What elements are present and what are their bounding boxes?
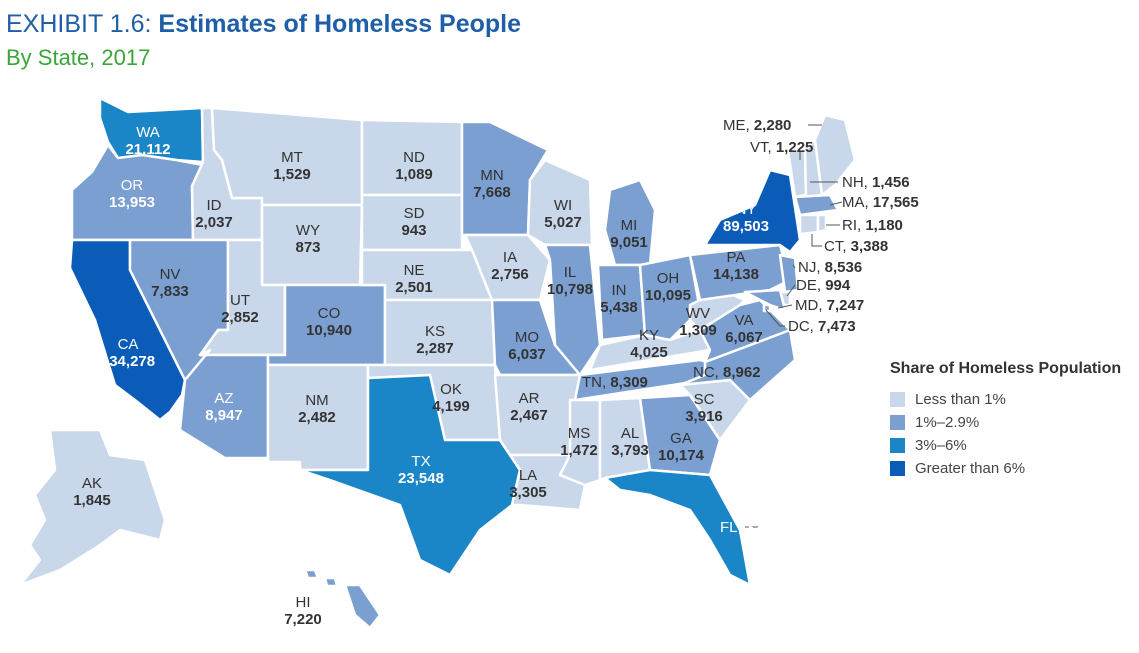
state-label-ut: UT 2,852 bbox=[221, 292, 259, 326]
exhibit-heading: Estimates of Homeless People bbox=[158, 10, 522, 38]
leader-nj bbox=[792, 264, 796, 269]
legend-item: Less than 1% bbox=[890, 388, 1121, 411]
legend-item: Greater than 6% bbox=[890, 457, 1121, 480]
state-oh bbox=[638, 253, 702, 342]
state-label-az: AZ 8,947 bbox=[205, 390, 243, 424]
state-label-wi: WI 5,027 bbox=[544, 197, 582, 231]
state-label-ia: IA 2,756 bbox=[491, 249, 529, 283]
state-label-ri: RI, 1,180 bbox=[842, 217, 903, 234]
state-label-dc: DC, 7,473 bbox=[788, 318, 856, 335]
state-label-al: AL 3,793 bbox=[611, 425, 649, 459]
leader-de bbox=[786, 284, 796, 297]
state-md bbox=[743, 288, 787, 312]
leader-md bbox=[777, 304, 793, 309]
state-label-co: CO 10,940 bbox=[306, 305, 352, 339]
state-label-ms: MS 1,472 bbox=[560, 425, 598, 459]
state-label-sd: SD 943 bbox=[401, 205, 426, 239]
state-label-ga: GA 10,174 bbox=[658, 430, 705, 464]
state-label-ky: KY 4,025 bbox=[630, 327, 668, 361]
legend-item: 1%–2.9% bbox=[890, 411, 1121, 434]
state-label-ny: NY 89,503 bbox=[723, 201, 769, 235]
legend-swatch bbox=[890, 392, 905, 407]
state-label-nd: ND 1,089 bbox=[395, 149, 433, 183]
state-nj bbox=[778, 253, 800, 294]
state-pa bbox=[688, 243, 792, 302]
state-ak bbox=[18, 428, 167, 587]
legend-item: 3%–6% bbox=[890, 434, 1121, 457]
leader-dc bbox=[765, 309, 785, 327]
state-label-ok: OK 4,199 bbox=[432, 381, 470, 415]
exhibit-prefix: EXHIBIT 1.6: bbox=[6, 10, 152, 38]
legend-label: Greater than 6% bbox=[915, 460, 1026, 477]
state-label-hi: HI 7,220 bbox=[284, 594, 322, 628]
state-ri bbox=[816, 213, 828, 234]
state-label-ak: AK 1,845 bbox=[73, 475, 111, 509]
state-dc bbox=[762, 303, 772, 313]
state-tx bbox=[298, 373, 522, 577]
legend-label: 1%–2.9% bbox=[915, 414, 980, 431]
state-label-oh: OH 10,095 bbox=[645, 270, 691, 304]
state-label-la: LA 3,305 bbox=[509, 467, 547, 501]
state-nc bbox=[678, 328, 797, 402]
state-label-ct: CT, 3,388 bbox=[824, 238, 888, 255]
state-label-il: IL 10,798 bbox=[547, 264, 593, 298]
legend-swatch bbox=[890, 461, 905, 476]
state-label-sc: SC 3,916 bbox=[685, 391, 723, 425]
state-label-vt: VT, 1,225 bbox=[750, 139, 813, 156]
state-fl bbox=[603, 468, 752, 587]
state-label-wa: WA 21,112 bbox=[125, 124, 170, 158]
state-label-in: IN 5,438 bbox=[600, 282, 638, 316]
state-ct bbox=[798, 213, 820, 236]
state-label-md: MD, 7,247 bbox=[795, 297, 864, 314]
state-label-nm: NM 2,482 bbox=[298, 392, 336, 426]
state-label-tn: TN, 8,309 bbox=[582, 374, 648, 391]
state-label-ne: NE 2,501 bbox=[395, 262, 433, 296]
state-label-ar: AR 2,467 bbox=[510, 390, 548, 424]
exhibit-subtitle: By State, 2017 bbox=[6, 45, 151, 70]
leader-ma bbox=[829, 201, 843, 206]
state-label-nj: NJ, 8,536 bbox=[798, 259, 862, 276]
legend-swatch bbox=[890, 415, 905, 430]
state-ny bbox=[703, 168, 802, 254]
state-label-ca: CA 134,278 bbox=[101, 336, 155, 370]
state-label-fl: FL, 32,190 bbox=[720, 519, 792, 536]
state-wi bbox=[526, 158, 594, 247]
state-label-mo: MO 6,037 bbox=[508, 329, 546, 363]
legend: Share of Homeless Population Less than 1… bbox=[890, 360, 1121, 480]
state-label-de: DE, 994 bbox=[796, 277, 851, 294]
state-label-mi: MI 9,051 bbox=[610, 217, 648, 251]
legend-swatch bbox=[890, 438, 905, 453]
state-label-ks: KS 2,287 bbox=[416, 323, 454, 357]
state-label-nc: NC, 8,962 bbox=[693, 364, 761, 381]
state-ga bbox=[638, 393, 722, 477]
state-label-nv: NV 7,833 bbox=[151, 266, 189, 300]
state-label-ma: MA, 17,565 bbox=[842, 194, 919, 211]
state-label-wv: WV 1,309 bbox=[679, 305, 717, 339]
state-label-id: ID 2,037 bbox=[195, 197, 233, 231]
legend-label: 3%–6% bbox=[915, 437, 967, 454]
legend-title: Share of Homeless Population bbox=[890, 360, 1122, 377]
state-label-nh: NH, 1,456 bbox=[842, 174, 910, 191]
state-label-tx: TX 23,548 bbox=[398, 453, 444, 487]
exhibit-title: EXHIBIT 1.6: Estimates of Homeless Peopl… bbox=[6, 10, 521, 39]
state-label-wy: WY 873 bbox=[295, 222, 320, 256]
state-hi bbox=[303, 568, 382, 630]
state-label-mn: MN 7,668 bbox=[473, 167, 511, 201]
state-label-or: OR 13,953 bbox=[109, 177, 155, 211]
legend-label: Less than 1% bbox=[915, 391, 1006, 408]
state-ma bbox=[793, 193, 840, 217]
state-label-pa: PA 14,138 bbox=[713, 249, 759, 283]
state-label-va: VA 6,067 bbox=[725, 312, 763, 346]
state-label-mt: MT 1,529 bbox=[273, 149, 311, 183]
state-label-me: ME, 2,280 bbox=[723, 117, 791, 134]
leader-ct bbox=[811, 234, 822, 247]
